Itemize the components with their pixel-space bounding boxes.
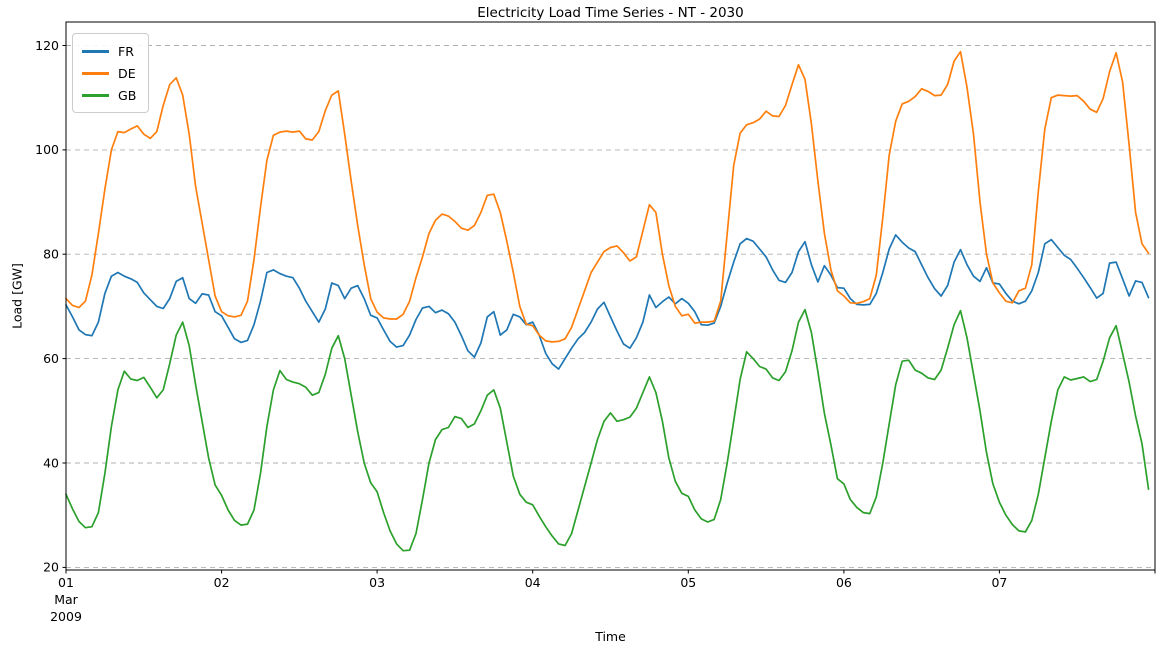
x-axis-label: Time bbox=[595, 629, 626, 644]
y-tick-label: 100 bbox=[35, 142, 59, 157]
series-line-fr bbox=[65, 234, 1150, 370]
series-line-gb bbox=[65, 308, 1150, 552]
y-tick-label: 60 bbox=[43, 351, 59, 366]
y-tick-label: 80 bbox=[43, 247, 59, 262]
x-tick-sublabel: Mar bbox=[54, 592, 78, 607]
y-tick-label: 120 bbox=[35, 38, 59, 53]
x-tick-label: 03 bbox=[369, 575, 385, 590]
x-tick-label: 06 bbox=[836, 575, 852, 590]
y-tick-label: 20 bbox=[43, 560, 59, 575]
x-tick-sublabel: 2009 bbox=[50, 609, 82, 624]
plot-border bbox=[65, 21, 1156, 571]
legend-label-fr: FR bbox=[118, 43, 134, 59]
x-tick-label: 04 bbox=[525, 575, 541, 590]
x-tick-label: 07 bbox=[991, 575, 1007, 590]
legend-item-gb: GB bbox=[82, 84, 136, 106]
legend-label-de: DE bbox=[118, 65, 136, 81]
y-tick-label: 40 bbox=[43, 455, 59, 470]
legend-label-gb: GB bbox=[118, 87, 137, 103]
x-tick-label: 02 bbox=[214, 575, 230, 590]
legend: FR DE GB bbox=[72, 33, 150, 113]
chart-title: Electricity Load Time Series - NT - 2030 bbox=[477, 5, 744, 21]
x-tick-label: 05 bbox=[680, 575, 696, 590]
series-line-de bbox=[65, 50, 1150, 343]
x-tick-label: 01 bbox=[58, 575, 74, 590]
legend-item-de: DE bbox=[82, 62, 136, 84]
legend-item-fr: FR bbox=[82, 40, 136, 62]
legend-swatch-gb bbox=[82, 93, 109, 97]
legend-swatch-de bbox=[82, 71, 109, 75]
y-axis-label: Load [GW] bbox=[9, 263, 25, 329]
legend-swatch-fr bbox=[82, 49, 109, 53]
